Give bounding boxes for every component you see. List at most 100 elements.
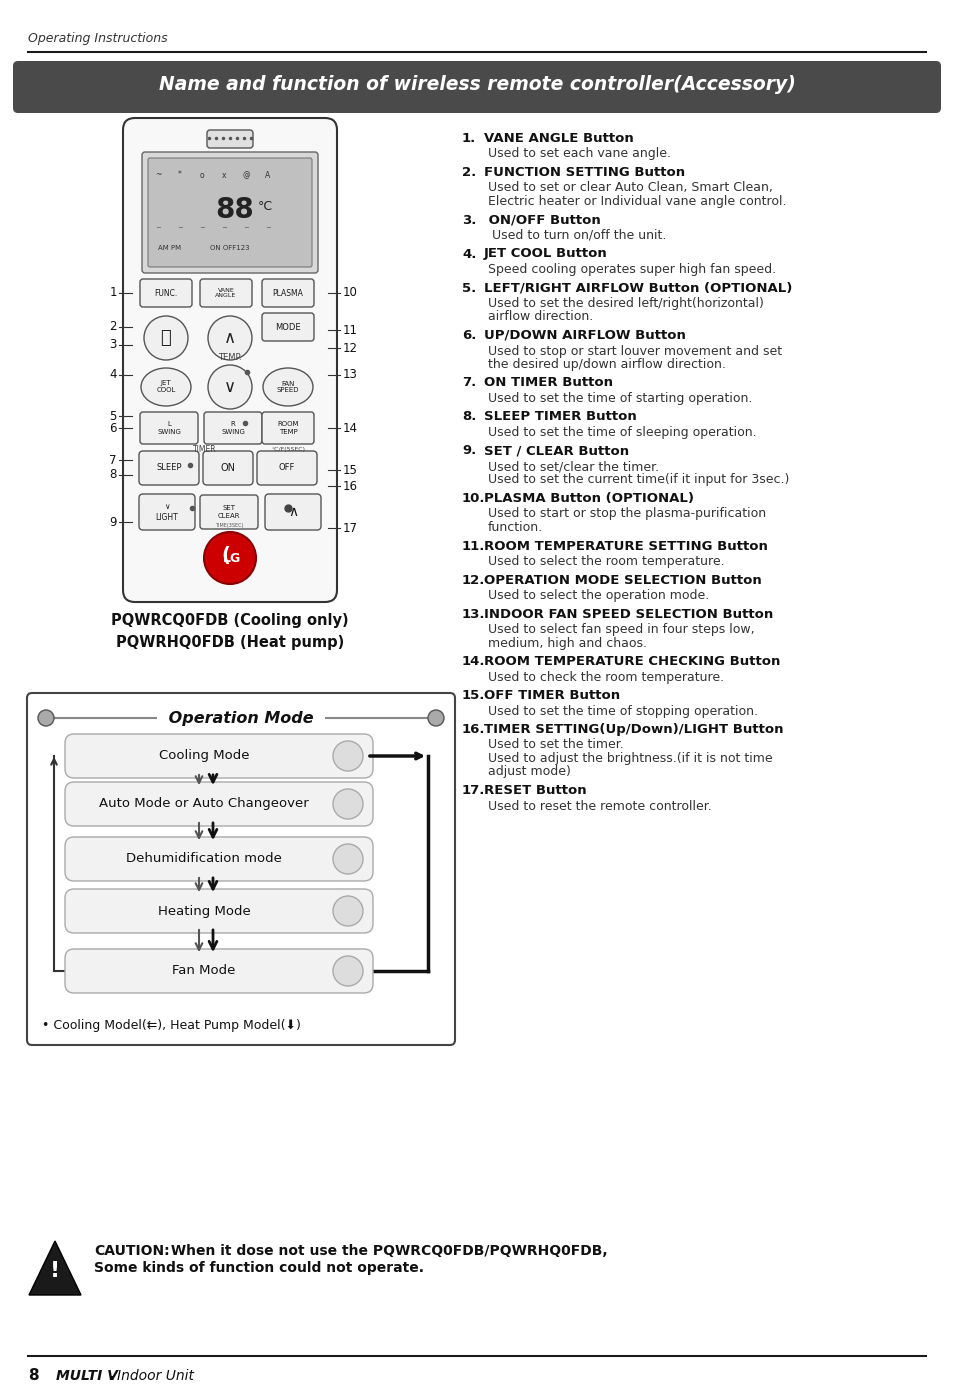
Text: Used to set the desired left/right(horizontal): Used to set the desired left/right(horiz…: [488, 297, 763, 309]
Circle shape: [144, 316, 188, 360]
FancyBboxPatch shape: [65, 949, 373, 993]
FancyBboxPatch shape: [56, 66, 897, 108]
FancyBboxPatch shape: [139, 451, 199, 484]
Text: Used to check the room temperature.: Used to check the room temperature.: [488, 671, 723, 683]
Text: Used to stop or start louver movement and set: Used to stop or start louver movement an…: [488, 344, 781, 357]
Text: 13.: 13.: [461, 608, 485, 620]
Text: !: !: [50, 1261, 60, 1281]
FancyBboxPatch shape: [18, 66, 935, 108]
Text: 8.: 8.: [461, 410, 476, 423]
FancyBboxPatch shape: [34, 66, 919, 108]
Text: SLEEP: SLEEP: [156, 463, 182, 473]
Text: Used to start or stop the plasma-purification: Used to start or stop the plasma-purific…: [488, 508, 765, 521]
Text: ON OFF123: ON OFF123: [210, 245, 250, 251]
Text: 6: 6: [110, 421, 117, 434]
FancyBboxPatch shape: [40, 66, 913, 108]
Text: Used to set/clear the timer.: Used to set/clear the timer.: [488, 461, 659, 473]
Text: °C: °C: [257, 199, 273, 213]
FancyBboxPatch shape: [142, 153, 317, 273]
Text: ~: ~: [199, 225, 205, 231]
FancyBboxPatch shape: [65, 734, 373, 778]
Text: Operating Instructions: Operating Instructions: [28, 32, 168, 45]
Text: PQWRCQ0FDB (Cooling only): PQWRCQ0FDB (Cooling only): [112, 613, 349, 627]
Text: CAUTION:: CAUTION:: [94, 1245, 170, 1259]
Text: ~: ~: [177, 225, 183, 231]
Text: 1: 1: [110, 287, 117, 300]
FancyBboxPatch shape: [204, 412, 262, 444]
FancyBboxPatch shape: [65, 783, 373, 826]
Text: FUNCTION SETTING Button: FUNCTION SETTING Button: [483, 167, 684, 179]
Text: (: (: [221, 546, 231, 564]
Text: Used to set the current time(if it input for 3sec.): Used to set the current time(if it input…: [488, 473, 788, 487]
Circle shape: [333, 844, 363, 874]
Text: OPERATION MODE SELECTION Button: OPERATION MODE SELECTION Button: [483, 574, 760, 587]
Circle shape: [333, 896, 363, 925]
Text: Auto Mode or Auto Changeover: Auto Mode or Auto Changeover: [99, 798, 309, 811]
Text: OFF TIMER Button: OFF TIMER Button: [483, 689, 619, 701]
Text: Operation Mode: Operation Mode: [163, 711, 319, 725]
Text: MODE: MODE: [274, 322, 300, 332]
FancyBboxPatch shape: [139, 494, 194, 531]
Text: Used to adjust the brightness.(if it is not time: Used to adjust the brightness.(if it is …: [488, 752, 772, 764]
Ellipse shape: [141, 368, 191, 406]
Text: @: @: [242, 171, 250, 179]
Text: TIMER: TIMER: [193, 445, 216, 455]
Text: Dehumidification mode: Dehumidification mode: [126, 853, 282, 865]
Ellipse shape: [263, 368, 313, 406]
Text: Used to set the time of stopping operation.: Used to set the time of stopping operati…: [488, 704, 758, 717]
Text: OFF: OFF: [278, 463, 294, 473]
FancyBboxPatch shape: [46, 66, 907, 108]
Text: INDOOR FAN SPEED SELECTION Button: INDOOR FAN SPEED SELECTION Button: [483, 608, 773, 620]
Text: 5: 5: [110, 409, 117, 423]
Text: AM PM: AM PM: [158, 245, 181, 251]
Text: Used to select the operation mode.: Used to select the operation mode.: [488, 589, 708, 602]
Circle shape: [208, 316, 252, 360]
FancyBboxPatch shape: [140, 279, 192, 307]
Circle shape: [38, 710, 54, 727]
Text: ROOM
TEMP: ROOM TEMP: [277, 421, 298, 434]
FancyBboxPatch shape: [256, 451, 316, 484]
Text: Used to set the time of sleeping operation.: Used to set the time of sleeping operati…: [488, 426, 756, 440]
Text: ~: ~: [265, 225, 271, 231]
Text: ~: ~: [221, 225, 227, 231]
Text: FUNC.: FUNC.: [154, 288, 177, 298]
Text: 3: 3: [110, 339, 117, 351]
FancyBboxPatch shape: [265, 494, 320, 531]
Text: TIMER SETTING(Up/Down)/LIGHT Button: TIMER SETTING(Up/Down)/LIGHT Button: [483, 722, 782, 736]
Text: 1.: 1.: [461, 132, 476, 146]
Text: 6.: 6.: [461, 329, 476, 342]
Text: SET / CLEAR Button: SET / CLEAR Button: [483, 445, 628, 458]
Text: RESET Button: RESET Button: [483, 784, 586, 797]
FancyBboxPatch shape: [262, 279, 314, 307]
Text: 10: 10: [343, 287, 357, 300]
Circle shape: [208, 365, 252, 409]
FancyBboxPatch shape: [44, 66, 909, 108]
Text: SET
CLEAR: SET CLEAR: [217, 505, 240, 518]
Text: °C/F(5SEC): °C/F(5SEC): [271, 448, 305, 452]
Text: UP/DOWN AIRFLOW Button: UP/DOWN AIRFLOW Button: [483, 329, 685, 342]
Text: 4: 4: [110, 368, 117, 381]
FancyBboxPatch shape: [26, 66, 927, 108]
Text: JET
COOL: JET COOL: [156, 381, 175, 393]
FancyBboxPatch shape: [36, 66, 917, 108]
FancyBboxPatch shape: [48, 66, 905, 108]
Text: ~: ~: [155, 225, 161, 231]
FancyBboxPatch shape: [13, 62, 940, 113]
FancyBboxPatch shape: [28, 66, 925, 108]
Text: ∧: ∧: [288, 505, 297, 519]
Text: ON: ON: [220, 463, 235, 473]
Text: 10.: 10.: [461, 491, 485, 505]
Text: TIME(3SEC): TIME(3SEC): [214, 524, 243, 528]
Text: Some kinds of function could not operate.: Some kinds of function could not operate…: [94, 1261, 423, 1275]
Circle shape: [428, 710, 443, 727]
Text: Used to set or clear Auto Clean, Smart Clean,: Used to set or clear Auto Clean, Smart C…: [488, 182, 772, 195]
Text: PLASMA: PLASMA: [273, 288, 303, 298]
Text: airflow direction.: airflow direction.: [488, 311, 593, 323]
Text: ∨: ∨: [224, 378, 235, 396]
Text: 3.: 3.: [461, 213, 476, 227]
FancyBboxPatch shape: [22, 66, 931, 108]
Text: Used to set the time of starting operation.: Used to set the time of starting operati…: [488, 392, 752, 405]
Text: x: x: [221, 171, 226, 179]
Text: ~: ~: [154, 171, 161, 179]
Circle shape: [333, 790, 363, 819]
